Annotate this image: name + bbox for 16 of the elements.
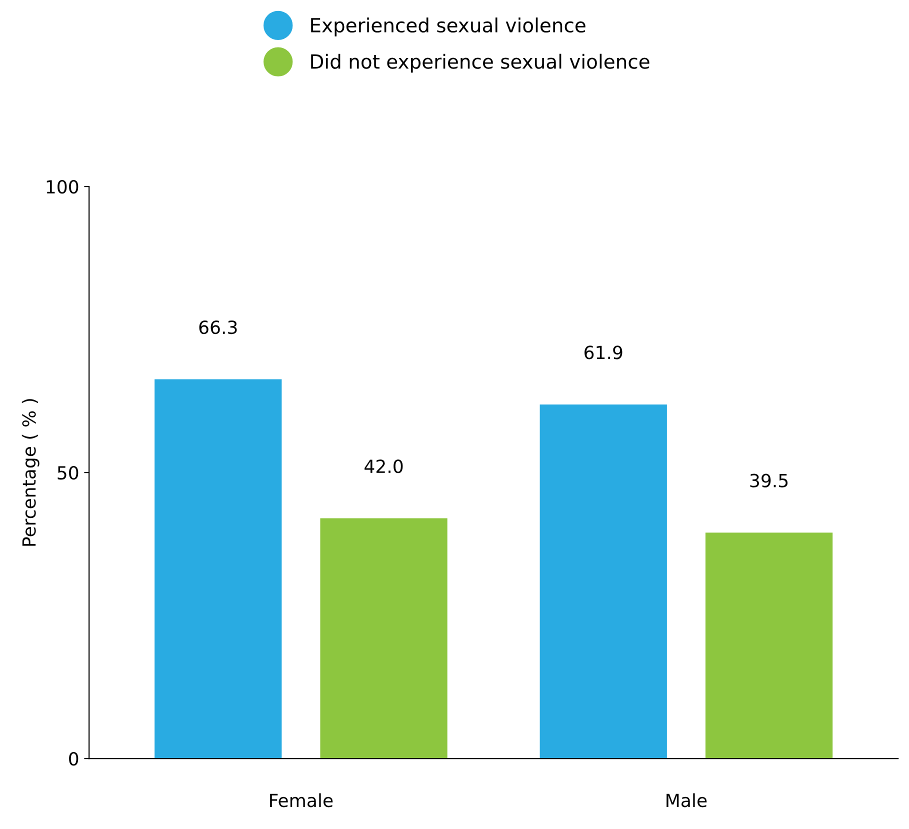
x-tick-label: Female xyxy=(270,793,333,808)
x-tick-label: Male xyxy=(666,793,707,808)
data-label: 66.3 xyxy=(199,320,237,334)
y-tick-label: 100 xyxy=(46,180,78,194)
bar xyxy=(540,404,667,759)
legend-label: Did not experience sexual violence xyxy=(311,54,650,73)
y-tick-label: 0 xyxy=(69,752,78,766)
bar xyxy=(320,518,448,759)
data-label: 39.5 xyxy=(750,474,788,488)
y-axis-title: Percentage ( % ) xyxy=(22,399,40,546)
y-tick-label: 50 xyxy=(58,466,78,480)
data-label: 42.0 xyxy=(364,459,403,474)
data-label: 61.9 xyxy=(584,346,622,360)
legend-label: Experienced sexual violence xyxy=(311,18,586,36)
bar xyxy=(154,379,282,759)
bar xyxy=(705,532,833,759)
